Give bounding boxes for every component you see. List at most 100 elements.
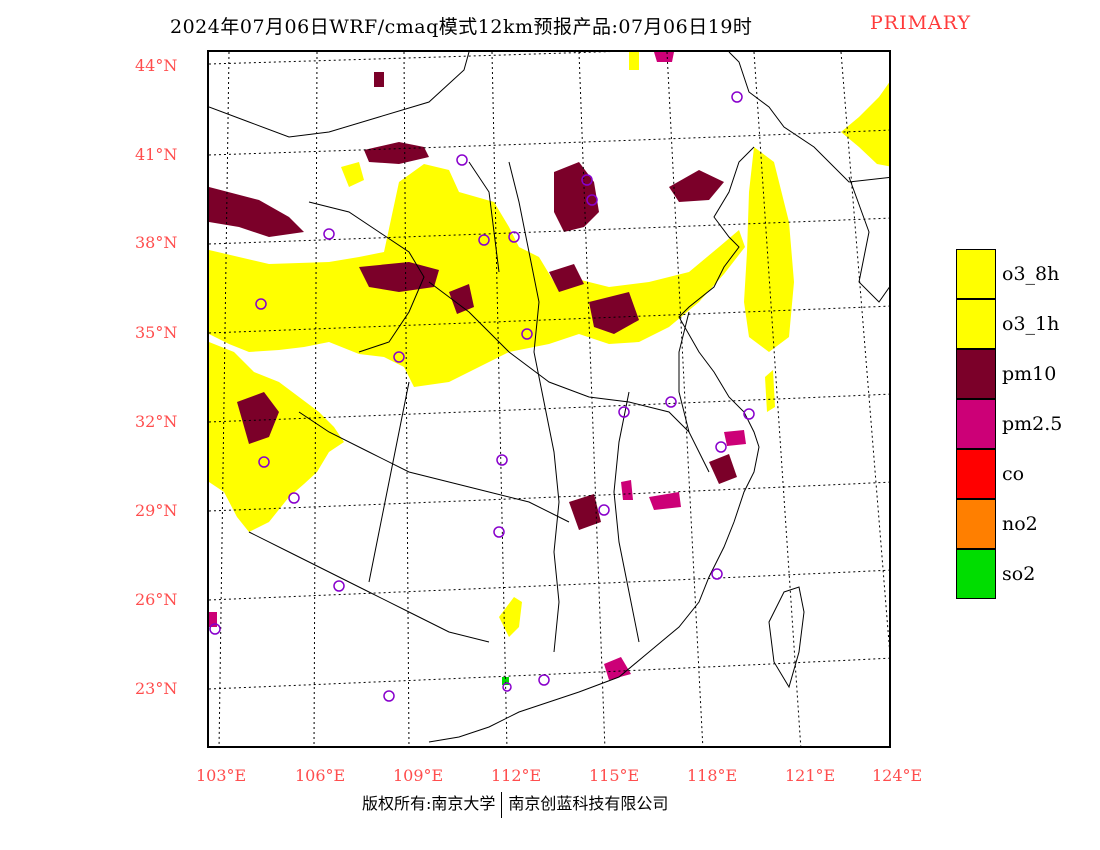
meridian-121: [753, 52, 802, 746]
legend-label: co: [1002, 463, 1025, 485]
legend-swatch: [956, 499, 996, 549]
pollutant-legend: o3_8h o3_1h pm10 pm2.5 co no2 so2: [956, 249, 1096, 599]
lat-label-29: 29°N: [135, 501, 178, 520]
circle-marker-icon: [538, 674, 550, 686]
legend-item-co: co: [956, 449, 1096, 499]
o3-region-east-coast: [744, 147, 794, 352]
circle-marker-icon: [258, 456, 270, 468]
circle-marker-icon: [383, 690, 395, 702]
legend-label: o3_1h: [1002, 313, 1060, 335]
circle-marker-icon: [586, 194, 598, 206]
meridian-106: [313, 52, 318, 746]
copyright-company: 南京创蓝科技有限公司: [508, 794, 669, 813]
circle-marker-icon: [618, 406, 630, 418]
pm10-patch-nw-dot: [374, 72, 384, 87]
boundary-layer: [209, 52, 889, 743]
pm10-layer: [209, 72, 737, 530]
legend-swatch: [956, 249, 996, 299]
taiwan-outline: [768, 586, 805, 689]
legend-item-o3-1h: o3_1h: [956, 299, 1096, 349]
circle-marker-icon: [665, 396, 677, 408]
o3-region-south: [499, 597, 522, 637]
legend-item-o3-8h: o3_8h: [956, 249, 1096, 299]
province-outline-i: [678, 311, 710, 473]
border-north: [209, 52, 470, 138]
pollutant-tag: PRIMARY: [870, 12, 972, 34]
meridian-103: [218, 52, 230, 746]
parallel-41: [209, 129, 889, 156]
lon-label-112: 112°E: [491, 766, 542, 785]
circle-marker-icon: [496, 454, 508, 466]
parallel-35: [209, 305, 889, 334]
province-outline-a: [308, 201, 425, 353]
lat-label-38: 38°N: [135, 233, 178, 252]
legend-label: o3_8h: [1002, 263, 1060, 285]
pm25-patch-jiangxi: [649, 492, 681, 510]
footer-divider: [501, 791, 503, 818]
legend-swatch: [956, 399, 996, 449]
o3-region-layer: [209, 52, 889, 637]
graticule-layer: [209, 52, 889, 746]
copyright-owner: 版权所有:南京大学: [362, 794, 496, 813]
copyright-footer: 版权所有:南京大学 南京创蓝科技有限公司: [362, 790, 668, 818]
forecast-map: [207, 50, 891, 748]
lat-label-26: 26°N: [135, 590, 178, 609]
parallel-44: [209, 52, 612, 65]
o3-region-north-china: [209, 164, 745, 387]
province-outline-g: [368, 381, 410, 583]
circle-marker-icon: [731, 91, 743, 103]
pm10-patch-beijing: [554, 162, 599, 232]
pm10-patch-coast: [669, 170, 724, 202]
parallel-26: [209, 569, 889, 601]
pm10-patch-anhui: [709, 454, 737, 484]
pm25-layer: [209, 52, 746, 680]
pm10-patch-south: [569, 494, 601, 530]
title-row: 2024年07月06日WRF/cmaq模式12km预报产品:07月06日19时 …: [0, 12, 1100, 40]
pm10-patch-center-a: [449, 284, 474, 314]
meridian-118: [666, 52, 704, 746]
o3-region-north-patch: [341, 162, 364, 187]
legend-item-pm10: pm10: [956, 349, 1096, 399]
circle-marker-icon: [323, 228, 335, 240]
circle-marker-icon: [478, 234, 490, 246]
circle-marker-icon: [288, 492, 300, 504]
pm10-patch-northwest: [209, 187, 304, 237]
station-layer: [209, 91, 755, 702]
pm10-patch-center-b: [589, 292, 639, 334]
legend-label: pm10: [1002, 363, 1057, 385]
map-title: 2024年07月06日WRF/cmaq模式12km预报产品:07月06日19时: [170, 16, 753, 38]
pm10-patch-north: [364, 142, 429, 164]
circle-marker-icon: [743, 408, 755, 420]
pm25-patch-top: [654, 52, 674, 62]
province-outline-d: [248, 531, 490, 643]
circle-marker-icon: [393, 351, 405, 363]
lat-label-32: 32°N: [135, 412, 178, 431]
lon-label-115: 115°E: [589, 766, 640, 785]
circle-marker-icon: [711, 568, 723, 580]
parallel-38: [209, 217, 889, 245]
parallel-29: [209, 481, 889, 512]
circle-marker-icon: [715, 441, 727, 453]
legend-item-no2: no2: [956, 499, 1096, 549]
circle-marker-icon: [508, 231, 520, 243]
circle-marker-icon: [521, 328, 533, 340]
legend-swatch: [956, 349, 996, 399]
lon-label-103: 103°E: [196, 766, 247, 785]
o3-region-northeast: [841, 82, 889, 167]
legend-item-so2: so2: [956, 549, 1096, 599]
circle-marker-icon: [493, 526, 505, 538]
circle-marker-icon: [209, 623, 221, 635]
lon-label-109: 109°E: [393, 766, 444, 785]
meridian-124: [840, 52, 889, 649]
lon-label-106: 106°E: [295, 766, 346, 785]
o3-region-top: [629, 52, 639, 70]
circle-marker-icon: [598, 504, 610, 516]
circle-marker-icon: [456, 154, 468, 166]
legend-label: no2: [1002, 513, 1038, 535]
o3-region-coast-strip: [765, 370, 775, 412]
meridian-109: [403, 52, 410, 746]
circle-marker-icon: [502, 682, 512, 692]
coastline: [428, 52, 889, 743]
circle-marker-icon: [255, 298, 267, 310]
map-canvas: [209, 52, 889, 746]
